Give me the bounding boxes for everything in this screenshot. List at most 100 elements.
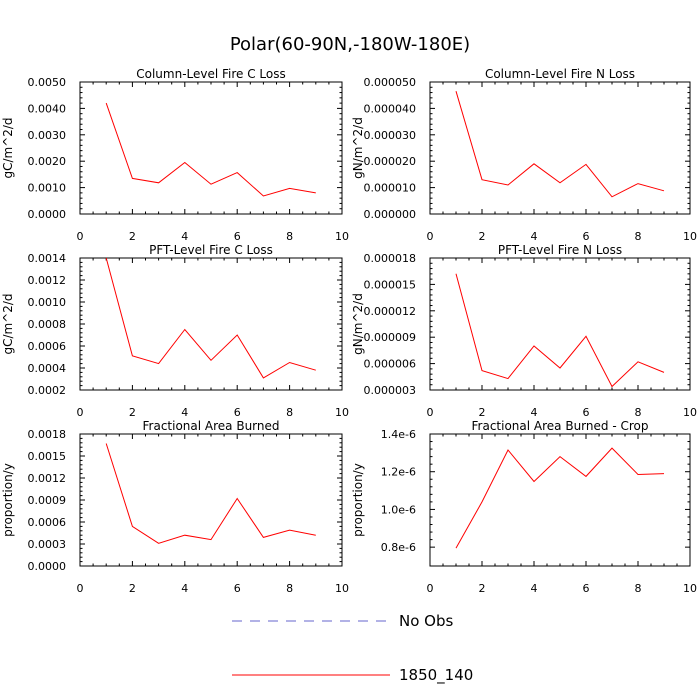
y-tick-label: 0.0006 [28,340,67,353]
y-tick-label: 1.4e-6 [381,428,416,441]
y-tick-label: 0.8e-6 [381,541,416,554]
x-tick-label: 0 [77,406,84,419]
x-tick-label: 2 [129,406,136,419]
x-tick-label: 4 [531,406,538,419]
plot-frame [429,433,691,567]
chart-fractional-area-burned-crop: Fractional Area Burned - Crop proportion/… [351,419,697,595]
x-tick-label: 10 [335,406,349,419]
series-line-1850-140 [455,91,665,198]
y-tick-label: 0.0006 [28,516,67,529]
y-tick-label: 0.000006 [364,358,417,371]
y-axis-label: gC/m^2/d [1,117,15,178]
y-tick-label: 0.0004 [28,362,67,375]
x-tick-label: 0 [427,582,434,595]
y-axis-label: gN/m^2/d [351,293,365,355]
y-tick-label: 0.0003 [28,538,67,551]
x-tick-label: 2 [479,230,486,243]
y-tick-label: 0.0010 [28,296,67,309]
x-tick-label: 8 [635,230,642,243]
x-tick-label: 2 [129,230,136,243]
x-tick-label: 8 [286,230,293,243]
x-tick-label: 6 [234,582,241,595]
plot-frame [79,433,343,567]
y-tick-label: 0.000009 [364,331,417,344]
y-tick-label: 0.000000 [364,208,417,221]
y-tick-label: 0.0020 [28,155,67,168]
chart-title: PFT-Level Fire C Loss [149,243,273,257]
y-axis-label: proportion/y [351,463,365,537]
plot-frame [79,81,343,215]
plot-frame [429,81,691,215]
x-tick-label: 10 [683,582,697,595]
y-tick-label: 0.0015 [28,450,67,463]
x-tick-label: 10 [683,230,697,243]
y-tick-label: 0.0008 [28,318,67,331]
y-tick-label: 0.000018 [364,252,417,265]
x-tick-label: 4 [531,230,538,243]
x-tick-label: 6 [583,406,590,419]
x-tick-label: 8 [635,582,642,595]
legend: No Obs 1850_140 [232,612,473,685]
x-tick-label: 0 [427,230,434,243]
x-tick-label: 8 [635,406,642,419]
y-tick-label: 0.0009 [28,494,67,507]
x-tick-label: 2 [479,582,486,595]
chart-column-level-fire-n-loss: Column-Level Fire N Loss gN/m^2/d 0 2 4 6 8 10 0… [351,67,697,243]
y-tick-label: 0.0018 [28,428,67,441]
x-tick-label: 0 [427,406,434,419]
y-tick-label: 0.0010 [28,182,67,195]
y-tick-label: 0.0012 [28,472,67,485]
y-tick-label: 0.000003 [364,384,417,397]
x-tick-label: 0 [77,230,84,243]
chart-title: Fractional Area Burned [143,419,280,433]
x-tick-label: 10 [335,582,349,595]
chart-title: Fractional Area Burned - Crop [472,419,649,433]
chart-column-level-fire-c-loss: Column-Level Fire C Loss gC/m^2/d 0 2 4 6 8 10 0… [1,67,349,243]
y-axis-label: gN/m^2/d [351,117,365,179]
x-tick-label: 8 [286,582,293,595]
x-tick-label: 4 [181,582,188,595]
chart-pft-level-fire-c-loss: PFT-Level Fire C Loss gC/m^2/d 0 2 4 6 8 10 0.00… [1,243,349,419]
x-tick-label: 10 [335,230,349,243]
y-tick-label: 0.000015 [364,278,417,291]
series-line-1850-140 [105,257,316,379]
y-tick-label: 1.2e-6 [381,466,416,479]
y-tick-label: 0.000050 [364,76,417,89]
x-tick-label: 6 [583,230,590,243]
y-tick-label: 0.000030 [364,129,417,142]
x-tick-label: 8 [286,406,293,419]
y-axis-label: gC/m^2/d [1,293,15,354]
y-tick-label: 0.0030 [28,129,67,142]
y-tick-label: 0.0002 [28,384,67,397]
chart-title: Column-Level Fire C Loss [136,67,286,81]
x-tick-label: 4 [181,406,188,419]
y-tick-label: 0.0014 [28,252,67,265]
y-tick-label: 0.0050 [28,76,67,89]
y-tick-label: 0.0040 [28,102,67,115]
x-tick-label: 0 [77,582,84,595]
series-line-1850-140 [105,102,316,197]
series-line-1850-140 [455,447,665,549]
plot-frame [79,257,343,391]
y-tick-label: 1.0e-6 [381,503,416,516]
y-tick-label: 0.000020 [364,155,417,168]
series-line-1850-140 [455,273,665,388]
chart-fractional-area-burned: Fractional Area Burned proportion/y 0 2 4 6 8 1… [1,419,349,595]
y-tick-label: 0.0012 [28,274,67,287]
legend-label: 1850_140 [399,666,473,685]
chart-title: PFT-Level Fire N Loss [498,243,622,257]
x-tick-label: 10 [683,406,697,419]
page-title: Polar(60-90N,-180W-180E) [229,34,471,55]
y-tick-label: 0.0000 [28,560,67,573]
x-tick-label: 4 [181,230,188,243]
x-tick-label: 2 [479,406,486,419]
series-line-1850-140 [105,443,316,544]
y-tick-label: 0.000010 [364,182,417,195]
y-tick-label: 0.0000 [28,208,67,221]
x-tick-label: 6 [583,582,590,595]
x-tick-label: 4 [531,582,538,595]
x-tick-label: 2 [129,582,136,595]
chart-pft-level-fire-n-loss: PFT-Level Fire N Loss gN/m^2/d 0 2 4 6 8 10 0.00… [351,243,697,419]
x-tick-label: 6 [234,230,241,243]
